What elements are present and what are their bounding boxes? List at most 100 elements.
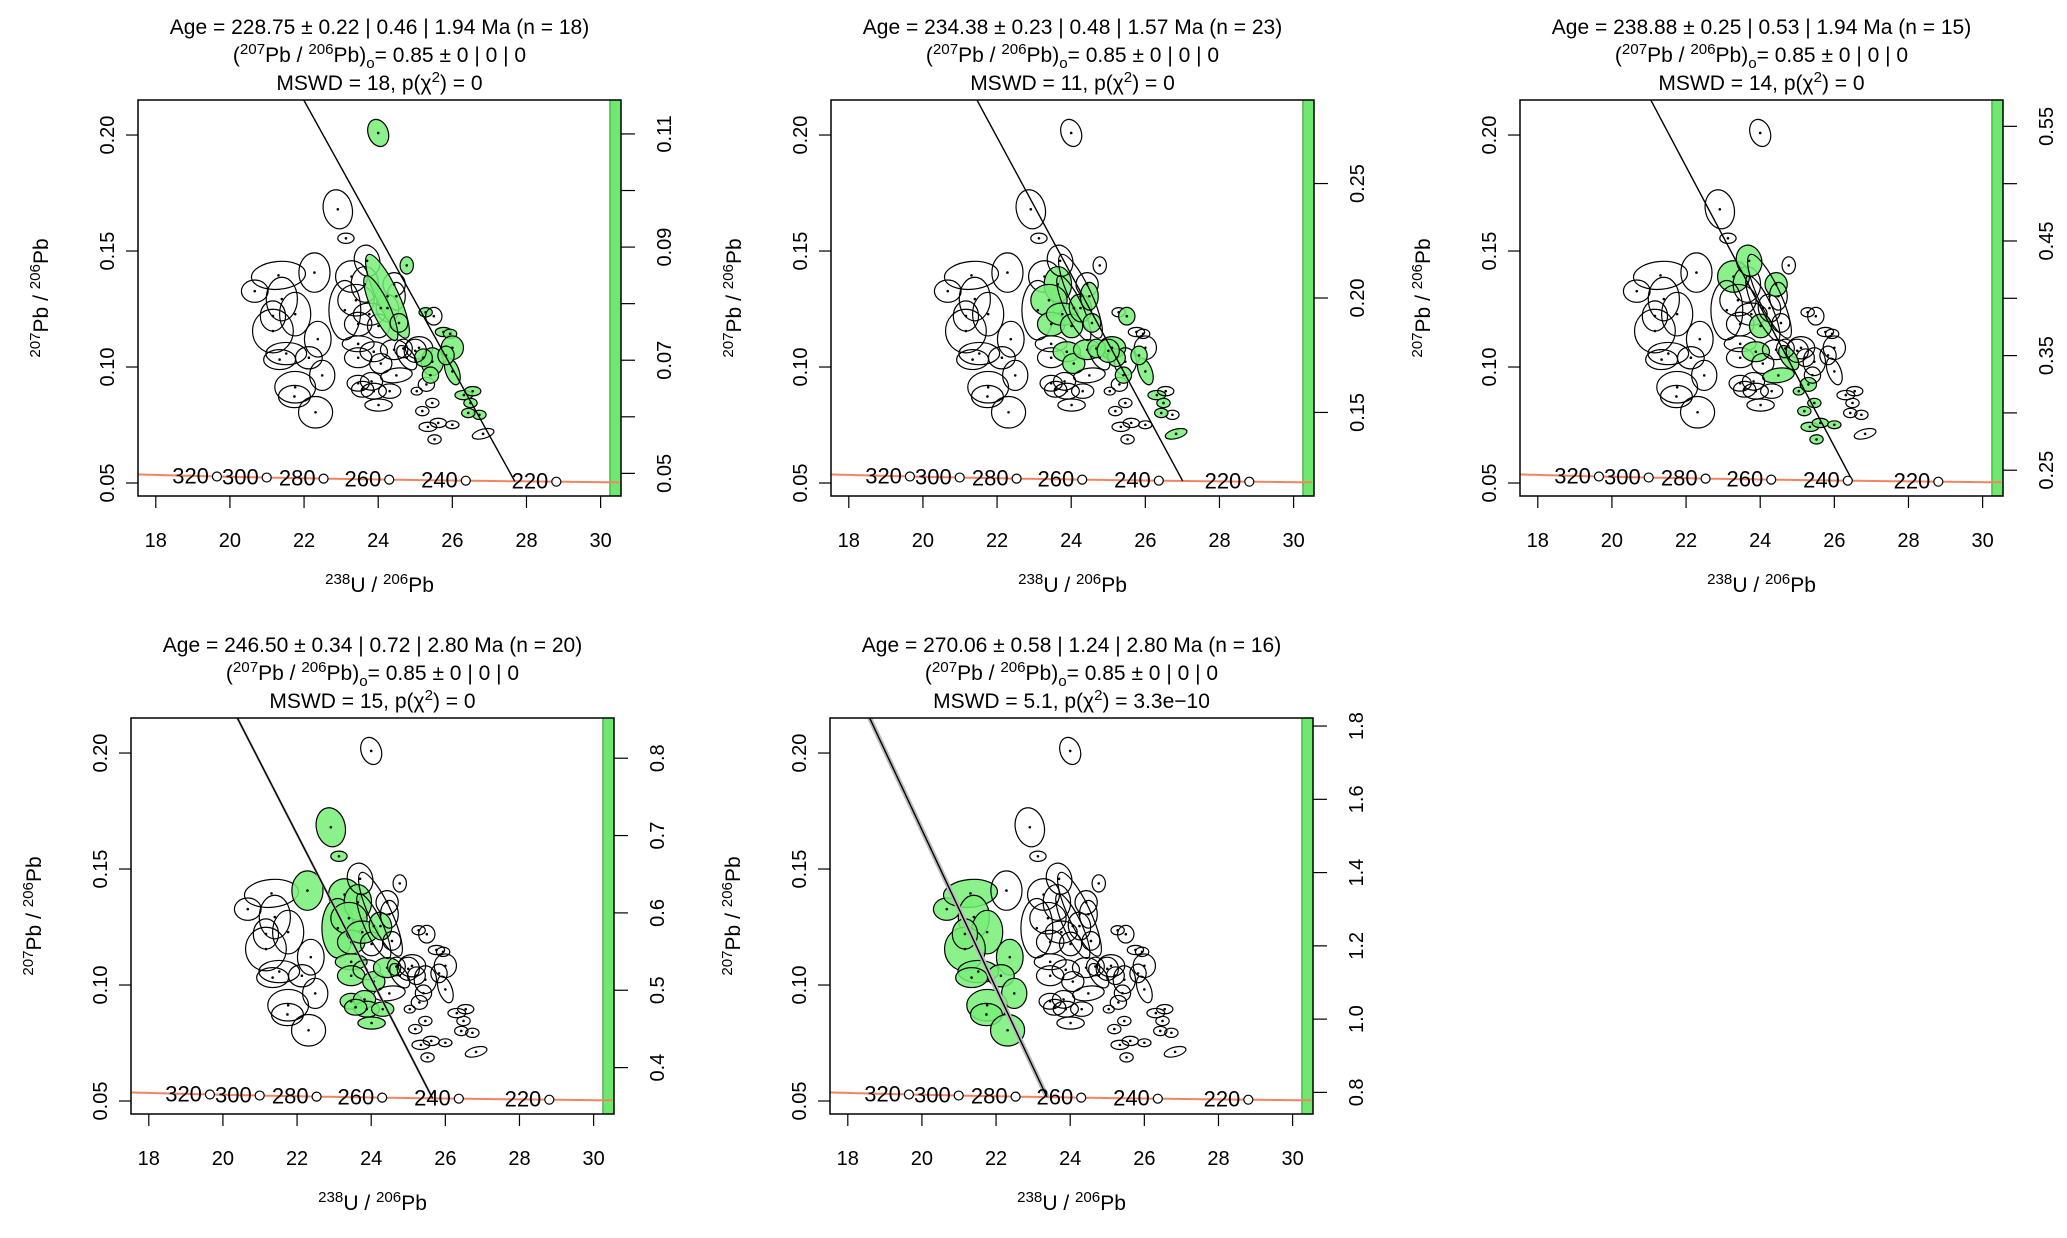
y-axis-label: 207Pb / 206Pb	[27, 238, 53, 357]
error-ellipse	[1058, 931, 1083, 957]
y-axis-label: 207Pb / 206Pb	[719, 856, 745, 975]
isochron-plot-5: Age = 270.06 ± 0.58 | 1.24 | 2.80 Ma (n …	[719, 634, 1368, 1215]
ellipse-center-dot	[417, 346, 421, 350]
label-text: ) = 3.3e−10	[1102, 690, 1209, 713]
ellipse-center-dot	[1029, 207, 1033, 211]
ellipse-center-dot	[985, 930, 989, 934]
x-tick-label: 26	[1134, 530, 1156, 552]
ellipse-center-dot	[356, 322, 360, 326]
concordia-age-marker	[254, 1090, 265, 1101]
ellipse-center-dot	[1098, 356, 1102, 360]
ellipse-center-dot	[1660, 358, 1663, 361]
superscript: 207	[720, 332, 737, 357]
error-ellipse	[1102, 1004, 1115, 1014]
isochron-panel-2: Age = 234.38 ± 0.23 | 0.48 | 1.57 Ma (n …	[701, 0, 1377, 620]
error-ellipse	[337, 232, 355, 244]
ellipse-center-dot	[1158, 1029, 1162, 1033]
error-ellipse	[991, 252, 1024, 293]
error-ellipse	[350, 380, 375, 398]
error-ellipse	[258, 959, 301, 984]
ellipse-center-dot	[1126, 438, 1129, 441]
error-ellipse	[1632, 260, 1689, 291]
discordia-line	[236, 718, 434, 1099]
x-tick-label: 22	[985, 1148, 1007, 1170]
ellipse-center-dot	[270, 892, 273, 895]
y-tick-label: 0.15	[90, 850, 112, 889]
ellipse-center-dot	[1109, 964, 1113, 968]
ellipse-center-dot	[354, 1005, 357, 1009]
ellipse-center-dot	[1125, 314, 1129, 318]
ellipse-center-dot	[1072, 306, 1076, 310]
ellipse-center-dot	[1799, 346, 1803, 350]
ellipse-center-dot	[1108, 389, 1112, 393]
superscript: 206	[1001, 41, 1026, 58]
error-ellipse	[270, 1002, 304, 1027]
y-tick-label: 0.05	[97, 464, 119, 503]
colorbar	[1991, 100, 2003, 496]
y-tick-label: 0.20	[97, 116, 119, 155]
ellipse-center-dot	[313, 271, 316, 274]
label-text: Pb	[1790, 574, 1816, 597]
ellipse-center-dot	[1107, 1007, 1111, 1011]
ellipse-center-dot	[1069, 942, 1072, 946]
ellipse-center-dot	[462, 393, 466, 397]
x-tick-label: 18	[138, 1148, 160, 1170]
right-axis-tick-label: 0.09	[654, 228, 676, 267]
right-axis-tick-label: 0.11	[654, 115, 676, 152]
error-ellipse	[377, 383, 402, 399]
error-ellipse	[411, 1039, 431, 1051]
plot-frame	[137, 99, 622, 497]
ellipse-center-dot	[1043, 275, 1046, 278]
ellipse-center-dot	[1079, 294, 1082, 298]
ellipse-center-dot	[1851, 401, 1854, 405]
error-ellipse	[1746, 253, 1792, 339]
concordia-age-marker	[1244, 476, 1255, 487]
ellipse-center-dot	[1097, 882, 1101, 885]
x-tick-label: 30	[1282, 530, 1304, 552]
ellipse-center-dot	[1814, 314, 1818, 318]
error-ellipse	[1836, 389, 1856, 401]
concordia-age-label: 260	[338, 1085, 375, 1110]
x-tick-label: 24	[367, 530, 389, 552]
x-tick-label: 26	[1133, 1148, 1155, 1170]
concordia-age-marker	[1076, 1092, 1087, 1103]
error-ellipse	[382, 931, 402, 951]
ellipse-center-dot	[398, 974, 402, 978]
plot-area: 220 240 260 280 300 320	[831, 100, 1314, 496]
ellipse-center-dot	[1143, 988, 1146, 991]
ellipse-center-dot	[1008, 955, 1012, 959]
ellipse-center-dot	[1064, 968, 1068, 972]
ellipse-center-dot	[1036, 854, 1040, 858]
ellipse-center-dot	[1094, 965, 1097, 968]
ellipse-center-dot	[986, 385, 990, 389]
ellipse-center-dot	[277, 970, 281, 973]
error-ellipse	[258, 894, 291, 940]
ellipse-center-dot	[1069, 131, 1073, 135]
y-axis-label: 207Pb / 206Pb	[20, 856, 46, 975]
ellipse-center-dot	[356, 381, 360, 385]
ellipse-center-dot	[306, 889, 309, 892]
ellipse-center-dot	[350, 275, 353, 278]
ellipse-center-dot	[1653, 329, 1657, 333]
ellipse-center-dot	[1062, 998, 1065, 1001]
ellipse-center-dot	[1042, 893, 1045, 896]
ellipse-center-dot	[1129, 421, 1133, 425]
ellipse-center-dot	[336, 926, 340, 930]
ellipse-center-dot	[1750, 312, 1753, 316]
colorbar	[602, 718, 614, 1114]
ellipse-center-dot	[471, 389, 475, 393]
plot-area: 220 240 260 280 300 320	[131, 718, 614, 1114]
ellipse-center-dot	[963, 947, 967, 951]
ellipse-center-dot	[343, 893, 346, 896]
ellipse-center-dot	[432, 314, 436, 318]
y-tick-label: 0.05	[789, 1082, 811, 1121]
error-ellipse	[296, 938, 325, 976]
right-axis-tick-label: 0.6	[647, 899, 669, 927]
ellipse-center-dot	[986, 395, 989, 398]
y-tick-label: 0.10	[97, 348, 119, 387]
label-text: MSWD = 5.1, p(χ	[933, 690, 1094, 713]
ellipse-center-dot	[1098, 264, 1102, 267]
ellipse-center-dot	[1689, 356, 1693, 360]
ellipse-center-dot	[1770, 389, 1773, 393]
ellipse-center-dot	[372, 924, 376, 928]
